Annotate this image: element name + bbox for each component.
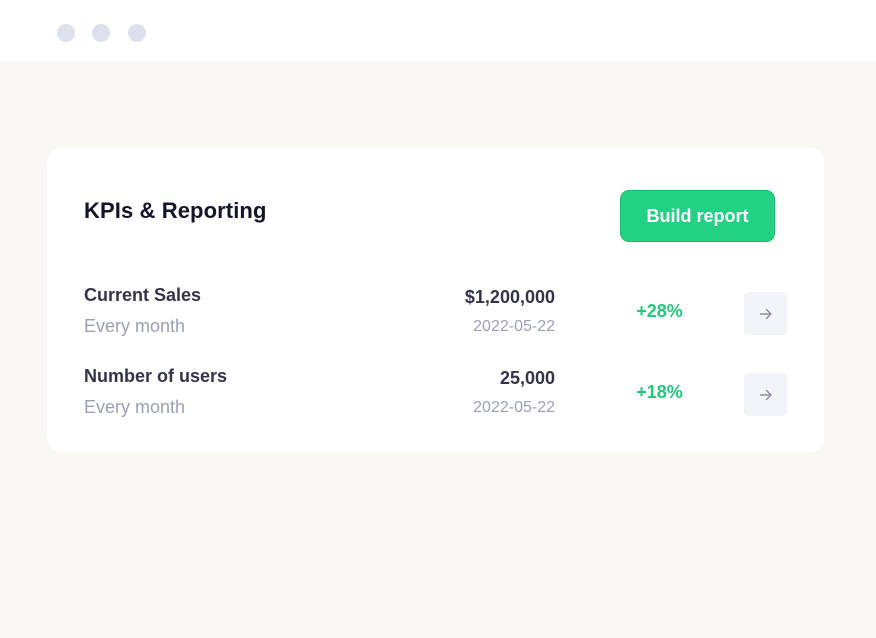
kpi-change: +18% [636,382,683,402]
window-dot-icon[interactable] [92,24,110,42]
window-dot-icon[interactable] [128,24,146,42]
arrow-right-icon [759,308,772,319]
kpi-date: 2022-05-22 [473,399,555,416]
arrow-right-icon [759,389,772,400]
open-kpi-button[interactable] [744,373,787,416]
kpi-value: $1,200,000 [464,287,555,307]
kpi-value: 25,000 [499,368,555,388]
kpi-name: Number of users [84,366,228,386]
open-kpi-button[interactable] [744,292,787,335]
kpi-date: 2022-05-22 [473,318,555,335]
window-titlebar [0,0,876,62]
window-dot-icon[interactable] [57,24,75,42]
kpi-row: Number of users Every month 25,000 2022-… [47,366,824,426]
kpi-card: KPIs & Reporting Build report Current Sa… [47,148,824,452]
kpi-row: Current Sales Every month $1,200,000 202… [47,285,824,345]
kpi-name: Current Sales [84,285,202,305]
card-title: KPIs & Reporting [84,198,267,223]
kpi-frequency: Every month [84,397,186,417]
build-report-button[interactable]: Build report [620,190,775,242]
kpi-frequency: Every month [84,316,186,336]
kpi-change: +28% [636,301,683,321]
